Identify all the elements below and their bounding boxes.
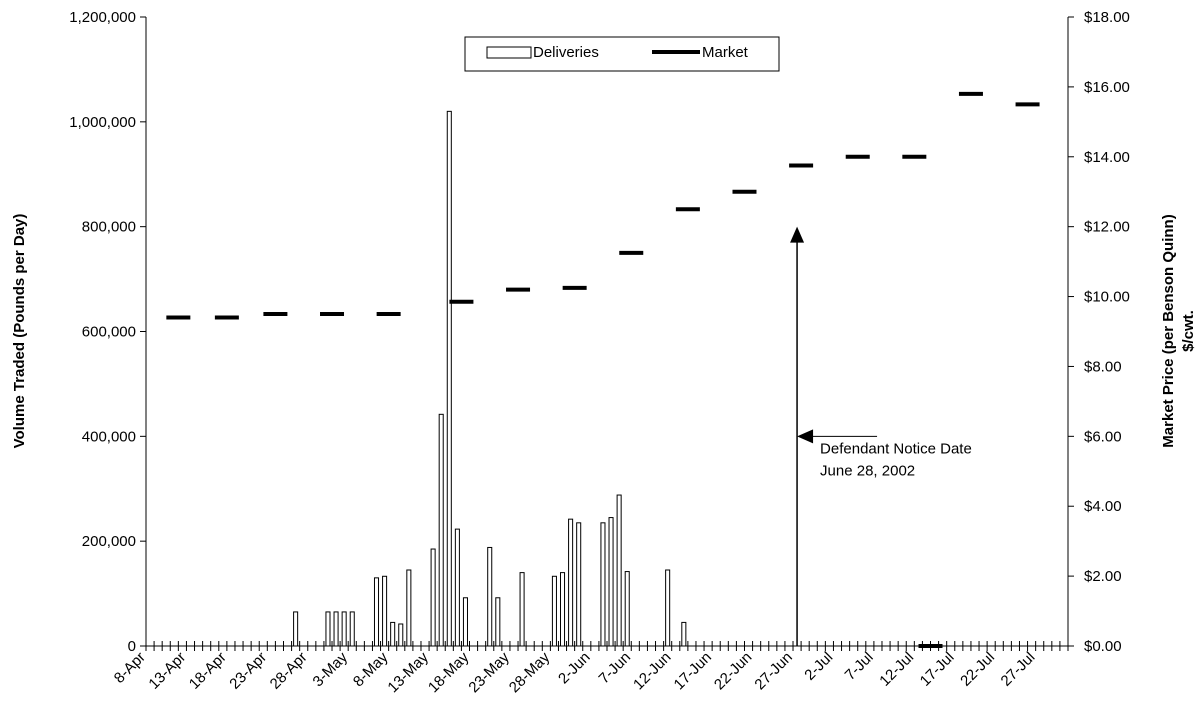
x-tick-label: 2-Jun: [555, 649, 594, 688]
y-tick-label: 400,000: [82, 428, 136, 445]
y2-tick-label: $6.00: [1084, 428, 1122, 445]
x-tick-label: 13-May: [385, 648, 433, 696]
x-tick-label: 17-Jun: [671, 649, 715, 693]
delivery-bar: [333, 611, 339, 647]
y2-tick-label: $18.00: [1084, 9, 1130, 26]
x-tick-label: 3-May: [310, 648, 352, 690]
notice-date-annotation: Defendant Notice Date June 28, 2002: [790, 226, 972, 646]
y-tick-label: 1,000,000: [69, 114, 136, 131]
y-tick-label: 0: [128, 638, 136, 655]
market-series: [166, 91, 1040, 648]
y2-tick-label: $12.00: [1084, 219, 1130, 236]
delivery-bar: [665, 569, 671, 647]
deliveries-series: [293, 110, 687, 647]
legend-market-label: Market: [702, 44, 749, 61]
x-tick-label: 23-Apr: [226, 649, 270, 693]
y2-tick-label: $4.00: [1084, 498, 1122, 515]
delivery-bar: [390, 621, 396, 647]
x-tick-label: 27-Jun: [751, 649, 795, 693]
annotation-label-date-name: Defendant Notice Date: [820, 440, 972, 457]
plot-area: [145, 17, 1069, 647]
y-axis-right-title: Market Price (per Benson Quinn): [1160, 214, 1177, 447]
y-tick-label: 800,000: [82, 219, 136, 236]
delivery-bar: [438, 413, 444, 647]
x-tick-label: 12-Jul: [876, 649, 917, 690]
x-tick-label: 7-Jul: [842, 649, 877, 684]
delivery-bar: [349, 611, 355, 647]
y2-tick-label: $2.00: [1084, 568, 1122, 585]
x-tick-label: 23-May: [465, 648, 513, 696]
x-tick-label: 17-Jul: [917, 649, 958, 690]
y-axis-right-title-unit: $/cwt.: [1180, 310, 1197, 352]
delivery-bar: [373, 577, 380, 647]
x-tick-label: 18-May: [425, 648, 473, 696]
delivery-bar: [681, 621, 687, 647]
notice-date-arrowhead-up: [790, 226, 805, 243]
legend: Deliveries Market: [464, 36, 780, 72]
y-axis-left-title: Volume Traded (Pounds per Day): [11, 214, 28, 449]
delivery-bar: [293, 611, 299, 647]
y2-tick-label: $10.00: [1084, 289, 1130, 306]
legend-deliveries-label: Deliveries: [533, 44, 599, 61]
x-tick-label: 28-May: [506, 648, 554, 696]
delivery-bar: [495, 597, 501, 647]
y-axis-left: 0 200,000 400,000 600,000 800,000 1,000,000 1,…: [69, 9, 146, 655]
delivery-bar: [430, 548, 436, 647]
y2-tick-label: $0.00: [1084, 638, 1122, 655]
delivery-bar: [600, 522, 606, 647]
y-tick-label: 600,000: [82, 324, 136, 341]
delivery-bar: [487, 546, 493, 647]
x-tick-label: 22-Jun: [711, 649, 755, 693]
delivery-bar: [616, 494, 622, 647]
delivery-bar: [462, 597, 468, 647]
delivery-bar: [551, 575, 557, 647]
delivery-bar: [624, 571, 630, 647]
x-tick-label: 2-Jul: [801, 649, 836, 684]
delivery-bar: [559, 572, 566, 647]
x-tick-label: 28-Apr: [267, 649, 311, 693]
delivery-bar: [519, 572, 525, 647]
y-axis-right: $0.00 $2.00 $4.00 $6.00 $8.00 $10.00 $12.00 $14…: [1068, 9, 1130, 655]
x-tick-label: 27-Jul: [998, 649, 1039, 690]
delivery-bar: [454, 528, 460, 647]
y2-tick-label: $14.00: [1084, 149, 1130, 166]
y-tick-label: 1,200,000: [69, 9, 136, 26]
x-tick-label: 18-Apr: [186, 649, 230, 693]
x-tick-label: 13-Apr: [145, 649, 189, 693]
legend-deliveries-swatch: [486, 46, 532, 59]
y-tick-label: 200,000: [82, 533, 136, 550]
delivery-bar: [576, 522, 582, 647]
delivery-bar: [325, 611, 331, 647]
delivery-bar: [608, 517, 614, 647]
delivery-bar: [446, 110, 452, 647]
y2-tick-label: $8.00: [1084, 358, 1122, 375]
annotation-label-date: June 28, 2002: [820, 462, 915, 479]
notice-date-arrowhead-left: [797, 429, 814, 444]
delivery-bar: [382, 575, 388, 647]
delivery-bar: [341, 611, 347, 647]
x-tick-label: 22-Jul: [957, 649, 998, 690]
x-tick-label: 12-Jun: [630, 649, 674, 693]
delivery-bar: [406, 569, 412, 647]
delivery-bar: [568, 518, 574, 647]
x-tick-label: 7-Jun: [596, 649, 635, 688]
delivery-bar: [398, 623, 404, 647]
x-axis: 8-Apr13-Apr18-Apr23-Apr28-Apr3-May8-May1…: [111, 641, 1069, 696]
y2-tick-label: $16.00: [1084, 79, 1130, 96]
